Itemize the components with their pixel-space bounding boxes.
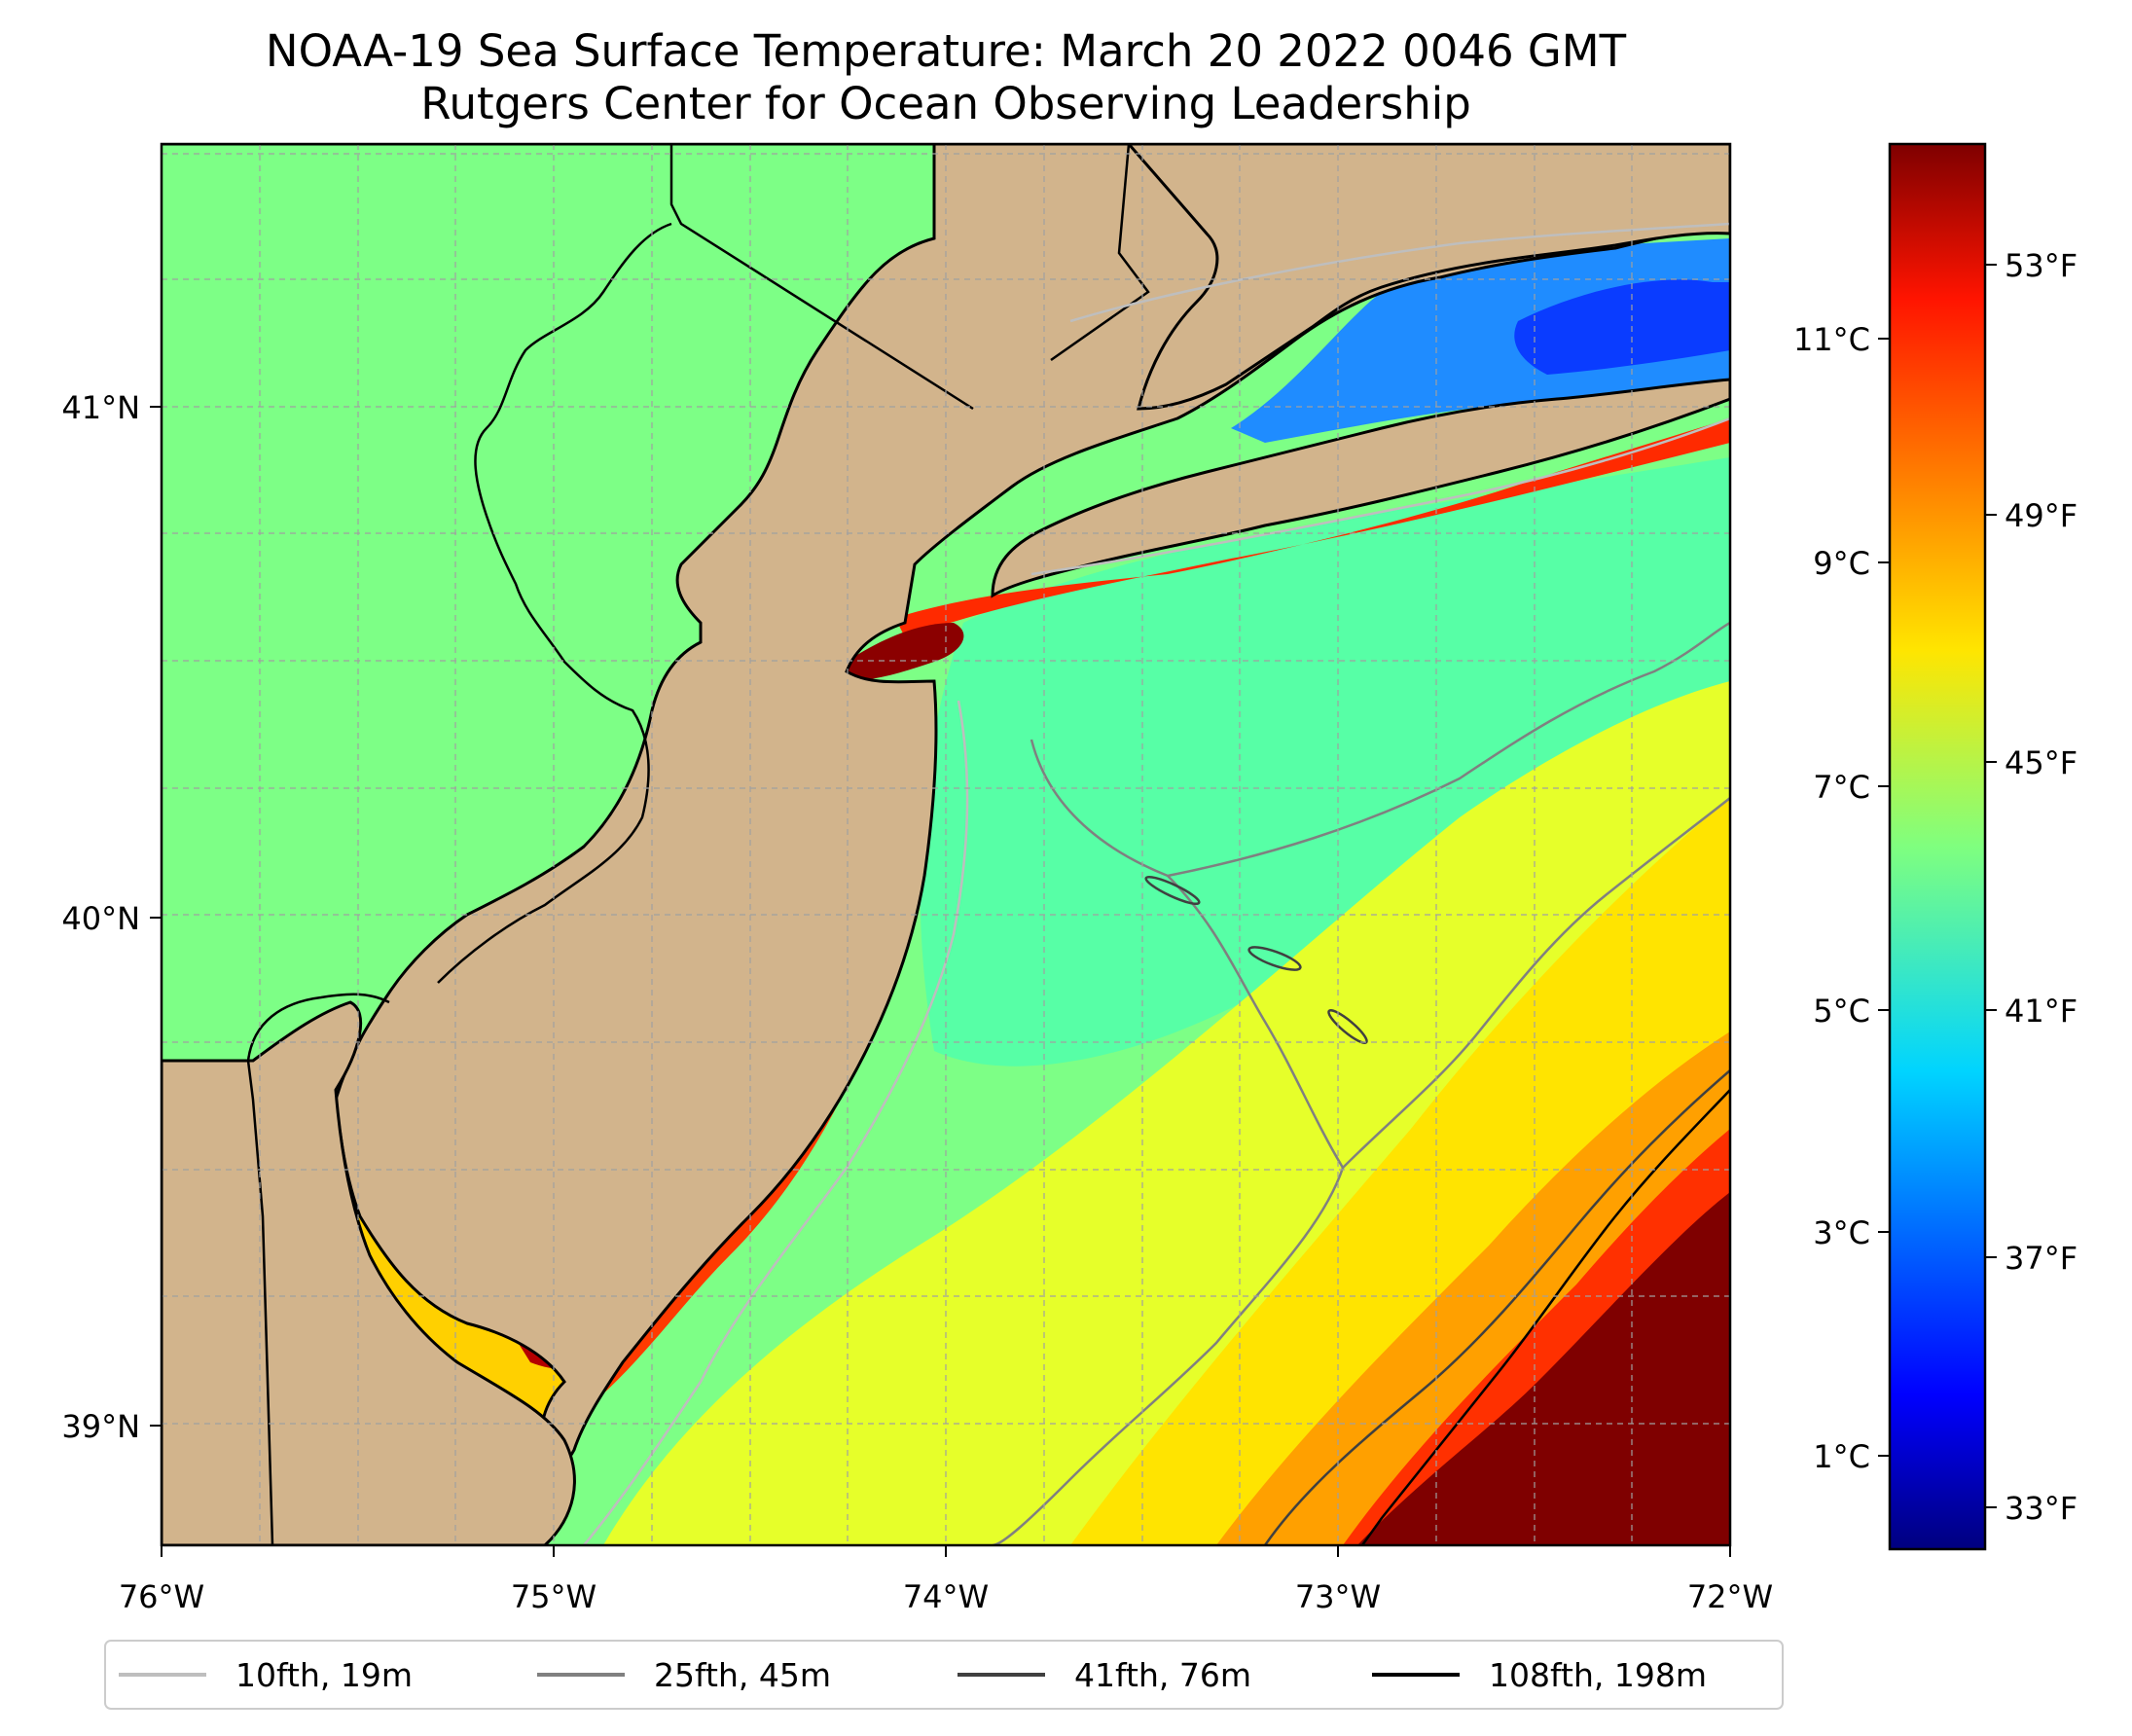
colorbar-celsius-tick: 5°C xyxy=(1813,993,1870,1030)
isobath-25fth xyxy=(992,621,1730,1545)
colorbar-fahrenheit-tick: 33°F xyxy=(2005,1490,2078,1527)
colorbar-fahrenheit-tick: 53°F xyxy=(2005,247,2078,284)
colorbar-celsius-tick: 9°C xyxy=(1813,545,1870,582)
sst-cool-shelf xyxy=(920,457,1730,1067)
land-connecticut xyxy=(1127,144,1730,411)
colorbar-celsius-tick: 1°C xyxy=(1813,1438,1870,1475)
legend-label: 41fth, 76m xyxy=(1074,1656,1251,1694)
colorbar-gradient xyxy=(1888,142,1987,1551)
y-tick-label: 40°N xyxy=(61,900,140,937)
gridlines xyxy=(162,144,1730,1545)
y-tick-label: 41°N xyxy=(61,389,140,426)
isobath-41fth xyxy=(1144,875,1730,1545)
x-tick-label: 73°W xyxy=(1295,1578,1381,1615)
colorbar-fahrenheit-tick: 45°F xyxy=(2005,744,2078,781)
x-tick-label: 74°W xyxy=(903,1578,989,1615)
colorbar-fahrenheit-tick: 49°F xyxy=(2005,497,2078,534)
x-tick-label: 75°W xyxy=(511,1578,596,1615)
state-borders xyxy=(162,144,1150,1545)
chart-subtitle: Rutgers Center for Ocean Observing Leade… xyxy=(420,78,1471,129)
isobath-10fth xyxy=(583,222,1730,1545)
legend-box xyxy=(104,1640,1784,1710)
map-area xyxy=(162,144,1730,1545)
x-tick-labels: 76°W 75°W 74°W 73°W 72°W xyxy=(119,1578,1773,1615)
colorbar-celsius-tick: 7°C xyxy=(1813,769,1870,806)
sst-delaware-bay xyxy=(350,1197,594,1440)
legend: 10fth, 19m 25fth, 45m 41fth, 76m 108fth,… xyxy=(104,1640,1784,1710)
sst-li-rim xyxy=(895,418,1730,637)
legend-label: 10fth, 19m xyxy=(235,1656,413,1694)
sst-ny-harbor xyxy=(847,623,964,681)
legend-label: 25fth, 45m xyxy=(654,1656,831,1694)
legend-label: 108fth, 198m xyxy=(1489,1656,1707,1694)
axis-ticks xyxy=(150,406,1731,1557)
colorbar-celsius-tick: 3°C xyxy=(1813,1214,1870,1251)
colorbar: 11°C 9°C 7°C 5°C 3°C 1°C 53°F 49°F 45°F … xyxy=(1793,142,2078,1551)
y-tick-label: 39°N xyxy=(61,1408,140,1445)
land-delmarva xyxy=(162,1000,576,1545)
colorbar-celsius-tick: 11°C xyxy=(1793,321,1870,358)
isobath-108fth xyxy=(1360,1089,1730,1545)
sst-darkred xyxy=(1357,1192,1730,1545)
colorbar-fahrenheit-tick: 37°F xyxy=(2005,1240,2078,1277)
x-tick-label: 72°W xyxy=(1687,1578,1773,1615)
x-tick-label: 76°W xyxy=(119,1578,204,1615)
y-tick-labels: 41°N 40°N 39°N xyxy=(61,389,140,1445)
sst-li-sound-cold xyxy=(1514,279,1730,375)
land-long-island xyxy=(991,378,1730,598)
chart-title: NOAA-19 Sea Surface Temperature: March 2… xyxy=(265,25,1627,77)
colorbar-fahrenheit-tick: 41°F xyxy=(2005,993,2078,1030)
